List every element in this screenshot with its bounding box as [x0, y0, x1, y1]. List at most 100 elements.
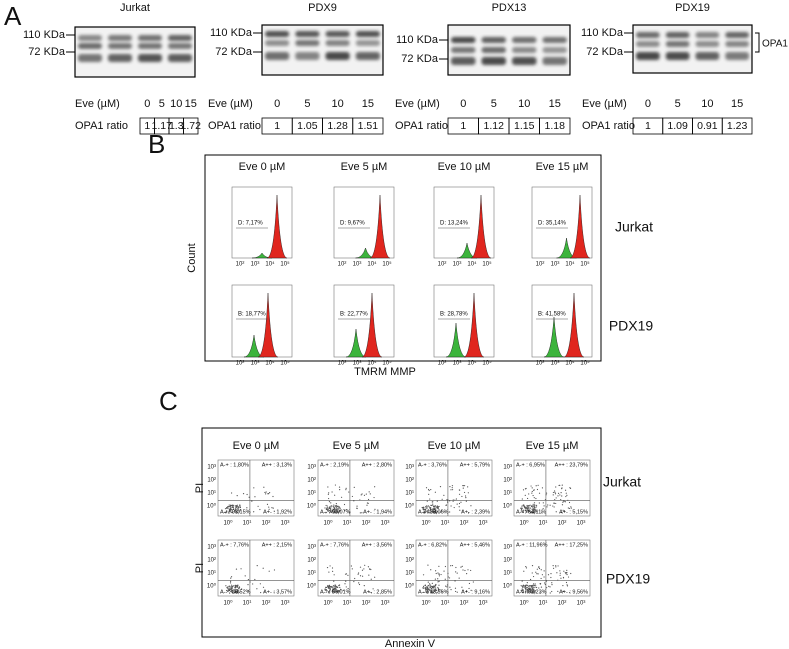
- event-dot: [330, 510, 332, 512]
- event-dot: [239, 509, 242, 511]
- event-dot: [327, 493, 329, 495]
- y-tick-label: 10³: [405, 545, 414, 551]
- event-dot: [454, 499, 456, 501]
- event-dot: [339, 590, 341, 593]
- event-dot: [532, 511, 534, 514]
- event-dot: [366, 504, 368, 506]
- event-dot: [434, 508, 436, 510]
- quadrant-label: A++ : 5,46%: [460, 542, 490, 548]
- event-dot: [327, 508, 330, 510]
- event-dot: [434, 491, 436, 493]
- event-dot: [532, 511, 534, 513]
- event-dot: [530, 485, 532, 487]
- event-dot: [359, 512, 361, 514]
- red-peak: [563, 292, 585, 358]
- scatter-plot: A-+ : 7,76% A++ : 3,56% A-- : 86,01% A+- : …: [307, 539, 395, 607]
- event-dot: [361, 512, 363, 514]
- event-dot: [535, 586, 538, 589]
- event-dot: [554, 499, 556, 501]
- event-dot: [526, 586, 528, 589]
- event-dot: [544, 499, 547, 501]
- marker-label: 72 KDa: [586, 46, 624, 58]
- event-dot: [423, 506, 425, 508]
- event-dot: [235, 506, 237, 508]
- event-dot: [425, 505, 428, 507]
- scatter-plot: A-+ : 1,80% A++ : 3,13% A-- : 93,15% A+- : …: [207, 459, 295, 527]
- event-dot: [435, 512, 438, 514]
- event-dot: [566, 569, 568, 571]
- event-dot: [543, 576, 545, 578]
- event-dot: [533, 506, 536, 509]
- event-dot: [435, 507, 437, 509]
- tick-label: 10²: [236, 262, 245, 268]
- scatter-plot: A-+ : 7,76% A++ : 2,15% A-- : 86,52% A+- : …: [207, 539, 295, 607]
- event-dot: [340, 496, 343, 498]
- event-dot: [537, 484, 539, 486]
- event-dot: [259, 508, 261, 511]
- dose-value: 10: [701, 98, 713, 110]
- event-dot: [567, 507, 569, 509]
- event-dot: [325, 508, 328, 511]
- event-dot: [521, 588, 523, 590]
- tick-label: 10³: [353, 361, 362, 367]
- event-dot: [542, 502, 544, 504]
- plot-frame: [231, 186, 293, 259]
- event-dot: [353, 500, 355, 502]
- event-dot: [327, 509, 329, 512]
- event-dot: [435, 510, 437, 512]
- y-tick-label: 10³: [307, 545, 316, 551]
- tick-label: 10⁵: [482, 360, 492, 367]
- event-dot: [560, 511, 562, 514]
- event-dot: [369, 568, 371, 570]
- event-dot: [335, 510, 337, 512]
- gate-label: B: 41,58%: [538, 312, 566, 318]
- event-dot: [370, 592, 373, 594]
- event-dot: [330, 507, 332, 509]
- event-dot: [470, 569, 472, 572]
- event-dot: [431, 504, 433, 507]
- x-tick-label: 10⁰: [323, 520, 333, 527]
- event-dot: [430, 509, 432, 511]
- blot-band: [636, 32, 660, 38]
- event-dot: [437, 578, 439, 580]
- event-dot: [330, 502, 332, 504]
- event-dot: [524, 494, 526, 496]
- event-dot: [538, 567, 541, 570]
- event-dot: [256, 565, 258, 567]
- event-dot: [465, 590, 468, 592]
- event-dot: [438, 565, 440, 567]
- event-dot: [326, 505, 328, 507]
- blot-frame: [261, 24, 384, 76]
- tick-label: 10⁵: [382, 360, 392, 367]
- event-dot: [424, 508, 427, 511]
- event-dot: [534, 586, 536, 589]
- x-tick-label: 10³: [577, 601, 586, 607]
- ratio-cell: [183, 117, 199, 135]
- x-tick-label: 10⁰: [421, 520, 431, 527]
- gate-label: B: 28,78%: [440, 312, 468, 318]
- plot-frame: [433, 284, 495, 358]
- event-dot: [451, 489, 454, 491]
- event-dot: [225, 512, 227, 514]
- red-peak: [470, 194, 492, 259]
- event-dot: [554, 491, 556, 493]
- event-dot: [431, 591, 434, 593]
- ratio-label: OPA1 ratio: [582, 120, 635, 132]
- ratio-value: 1: [144, 120, 150, 132]
- event-dot: [552, 505, 554, 507]
- event-dot: [334, 586, 336, 588]
- event-dot: [350, 565, 352, 567]
- event-dot: [533, 584, 535, 586]
- event-dot: [238, 510, 240, 513]
- event-dot: [437, 581, 439, 583]
- event-dot: [339, 489, 341, 491]
- tick-label: 10⁴: [367, 261, 377, 268]
- x-tick-label: 10⁰: [519, 600, 529, 607]
- event-dot: [225, 507, 228, 509]
- event-dot: [234, 510, 236, 512]
- plot-frame: [333, 284, 395, 358]
- quadrant-label: A+- : 9,56%: [559, 589, 588, 595]
- axis-label: TMRM MMP: [354, 366, 416, 378]
- event-dot: [422, 512, 425, 514]
